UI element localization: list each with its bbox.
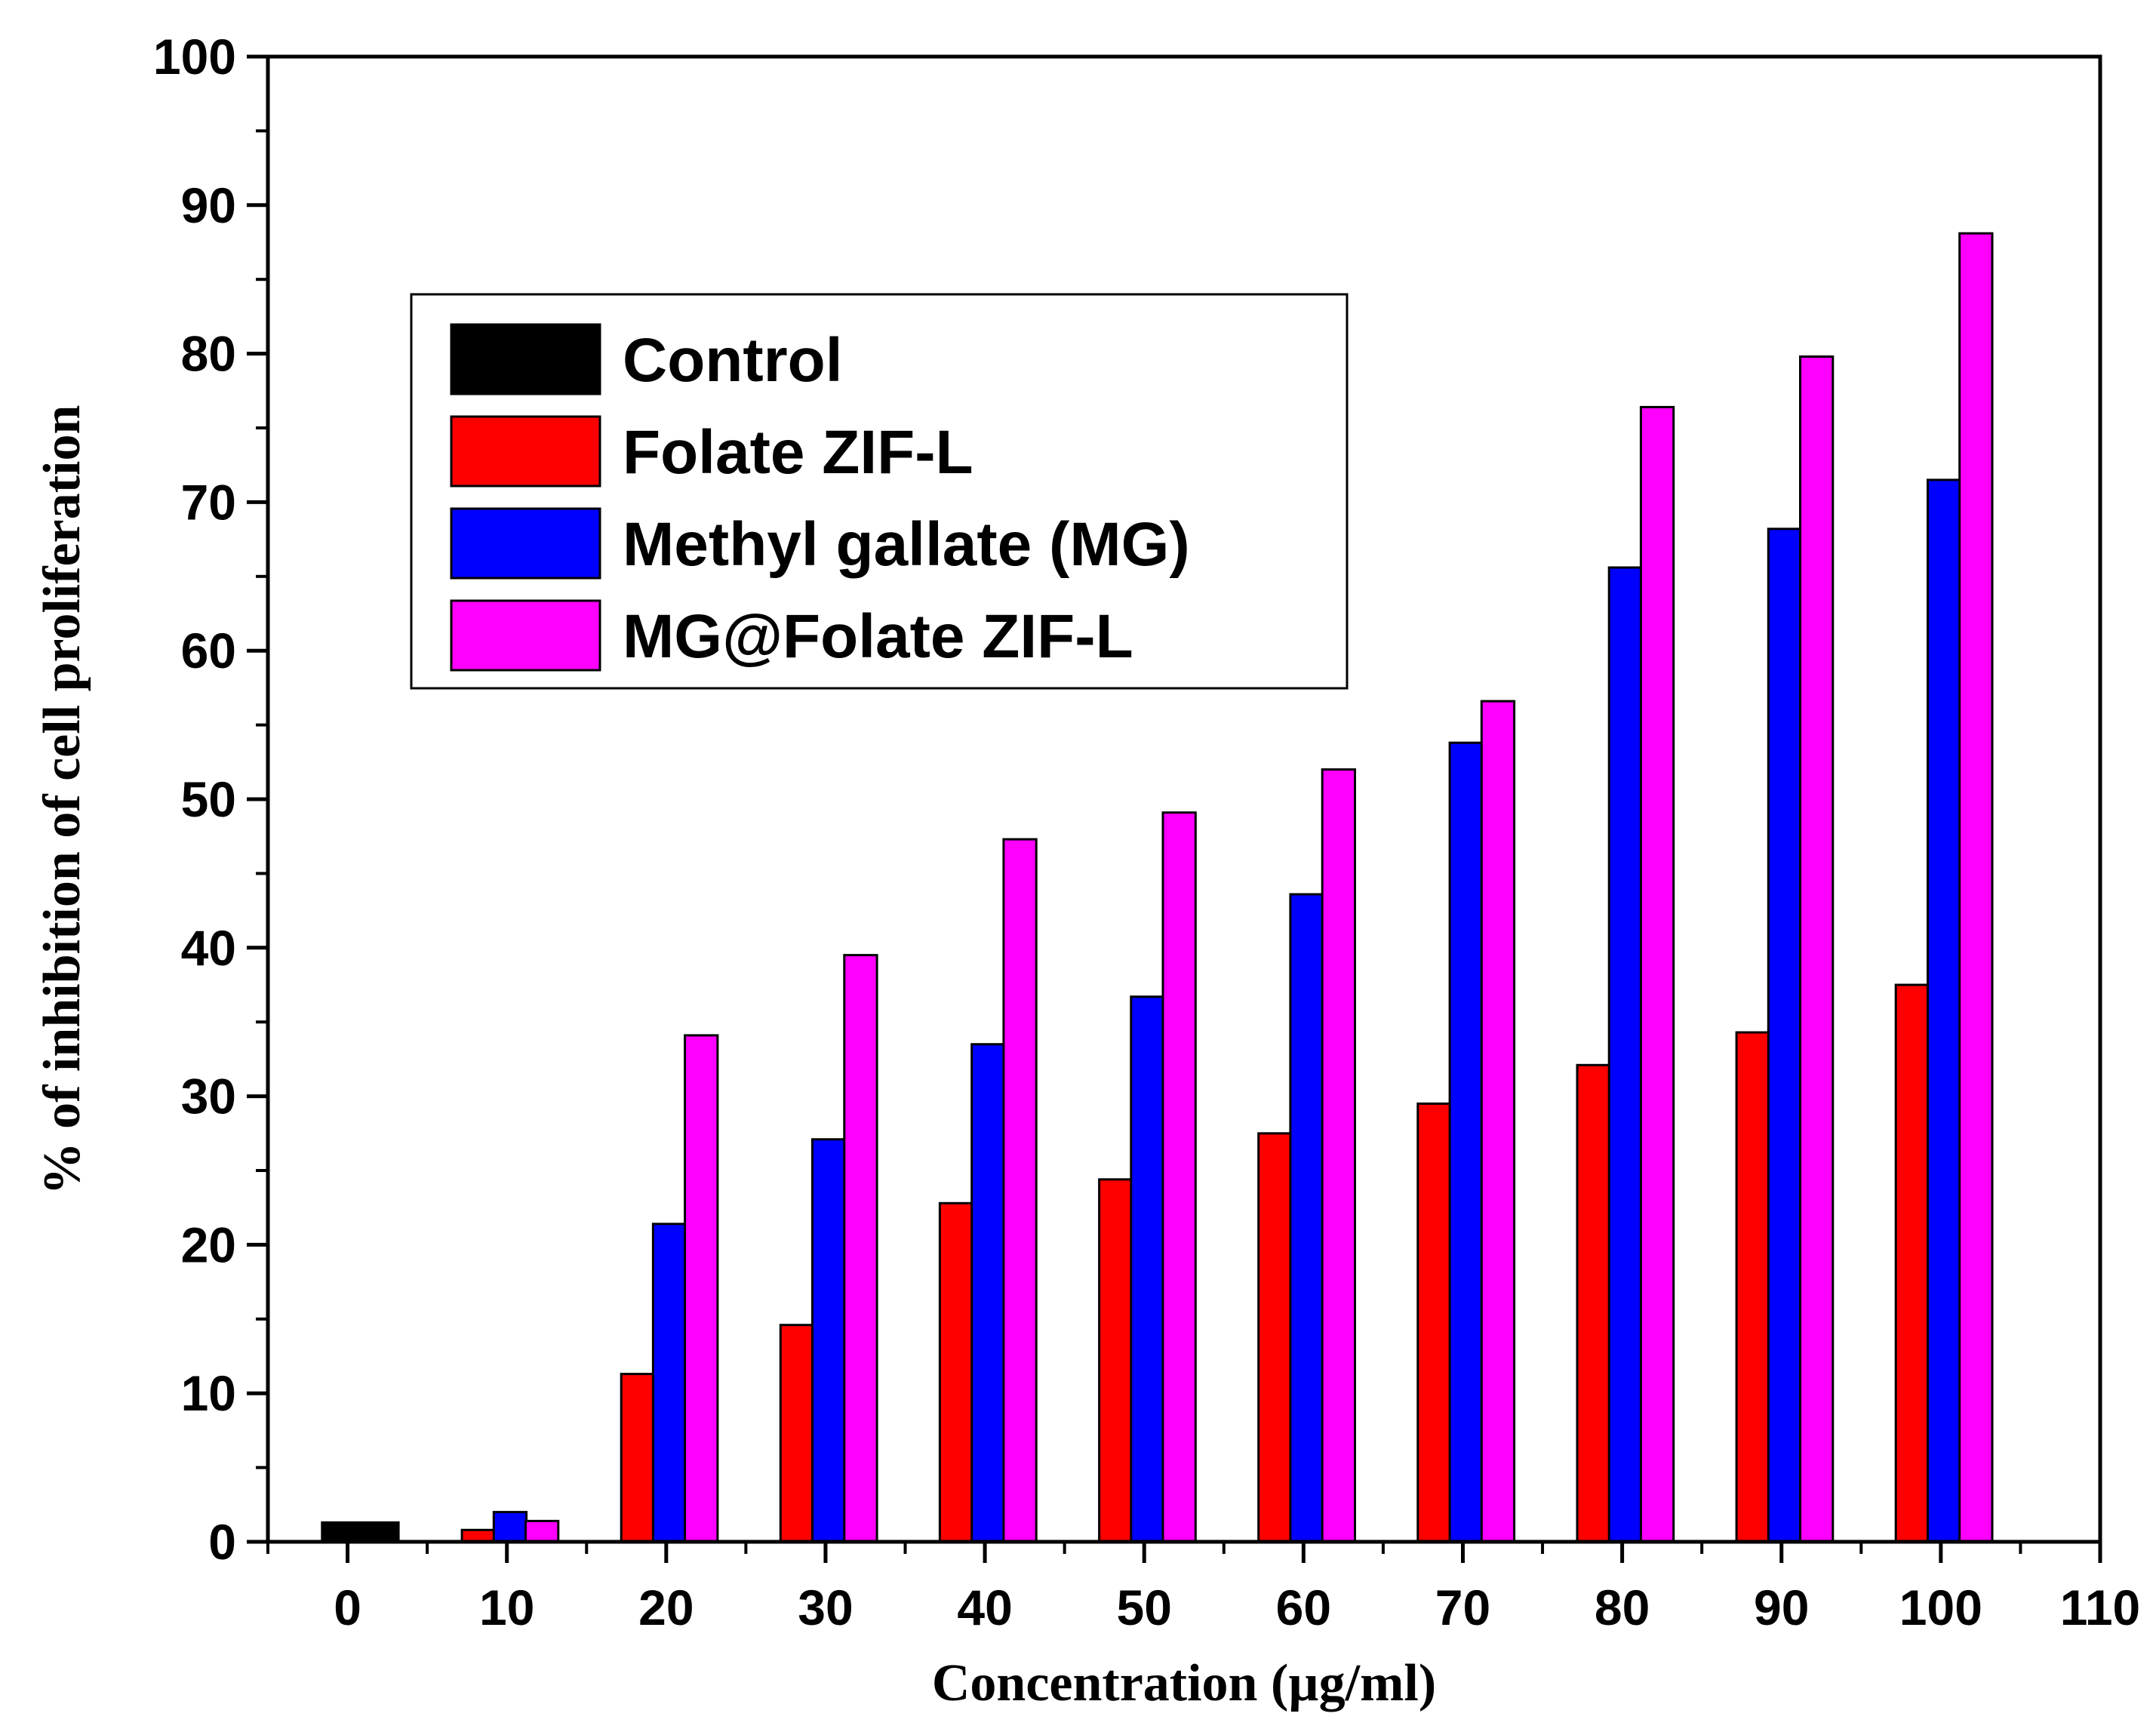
bar-mg-folate-zif-l-30 — [843, 954, 878, 1543]
bar-methyl-gallate-mg-30 — [811, 1138, 847, 1543]
bar-folate-zif-l-60 — [1257, 1132, 1293, 1543]
legend-label-3: MG@Folate ZIF-L — [623, 602, 1133, 671]
x-tick-label-100: 100 — [1899, 1580, 1982, 1635]
bar-mg-folate-zif-l-50 — [1161, 811, 1197, 1543]
x-tick-label-20: 20 — [638, 1580, 694, 1635]
y-tick-label-30: 30 — [181, 1069, 236, 1124]
x-tick-label-50: 50 — [1117, 1580, 1172, 1635]
bar-mg-folate-zif-l-60 — [1321, 768, 1356, 1543]
y-tick-label-100: 100 — [153, 29, 236, 85]
x-axis-title: Concentration (µg/ml) — [932, 1654, 1436, 1712]
y-tick-label-40: 40 — [181, 920, 236, 976]
x-tick-label-40: 40 — [957, 1580, 1012, 1635]
bar-folate-zif-l-70 — [1416, 1102, 1452, 1543]
bar-folate-zif-l-80 — [1576, 1063, 1611, 1543]
bar-mg-folate-zif-l-10 — [524, 1519, 560, 1543]
legend-label-2: Methyl gallate (MG) — [623, 510, 1190, 579]
bar-methyl-gallate-mg-90 — [1767, 528, 1803, 1543]
x-tick-label-90: 90 — [1754, 1580, 1809, 1635]
bar-methyl-gallate-mg-80 — [1607, 566, 1643, 1543]
x-tick-label-30: 30 — [798, 1580, 853, 1635]
bar-mg-folate-zif-l-20 — [684, 1034, 719, 1543]
x-tick-label-10: 10 — [479, 1580, 534, 1635]
bar-folate-zif-l-100 — [1894, 983, 1930, 1543]
y-tick-label-70: 70 — [181, 474, 236, 530]
bar-methyl-gallate-mg-50 — [1130, 995, 1165, 1543]
bar-mg-folate-zif-l-80 — [1639, 405, 1675, 1543]
legend-swatch-3 — [450, 599, 601, 672]
x-tick-label-70: 70 — [1435, 1580, 1490, 1635]
bar-methyl-gallate-mg-70 — [1448, 741, 1484, 1543]
bar-folate-zif-l-90 — [1735, 1031, 1770, 1543]
y-tick-label-60: 60 — [181, 623, 236, 678]
bar-mg-folate-zif-l-100 — [1958, 232, 1994, 1543]
x-tick-label-110: 110 — [2060, 1580, 2140, 1635]
bar-methyl-gallate-mg-10 — [492, 1511, 528, 1543]
bar-control-0 — [321, 1521, 400, 1543]
legend-swatch-1 — [450, 415, 601, 488]
bar-methyl-gallate-mg-40 — [970, 1043, 1006, 1543]
y-tick-label-10: 10 — [181, 1365, 236, 1421]
legend-label-1: Folate ZIF-L — [623, 418, 973, 487]
legend-swatch-0 — [450, 323, 601, 395]
x-tick-label-0: 0 — [334, 1580, 361, 1635]
legend-swatch-2 — [450, 507, 601, 580]
x-tick-label-60: 60 — [1276, 1580, 1331, 1635]
x-tick-label-80: 80 — [1595, 1580, 1650, 1635]
bar-methyl-gallate-mg-100 — [1927, 478, 1962, 1543]
y-tick-label-90: 90 — [181, 177, 236, 233]
bar-folate-zif-l-40 — [938, 1201, 974, 1543]
bar-mg-folate-zif-l-40 — [1002, 838, 1038, 1543]
y-tick-label-0: 0 — [208, 1514, 236, 1570]
y-tick-label-50: 50 — [181, 771, 236, 827]
y-tick-label-20: 20 — [181, 1217, 236, 1272]
y-axis-title: % of inhibition of cell proliferation — [33, 405, 91, 1195]
bar-methyl-gallate-mg-60 — [1289, 893, 1324, 1543]
bar-mg-folate-zif-l-70 — [1480, 700, 1516, 1543]
bar-folate-zif-l-30 — [779, 1324, 815, 1543]
legend-label-0: Control — [623, 326, 842, 395]
bar-methyl-gallate-mg-20 — [651, 1223, 687, 1543]
bar-folate-zif-l-50 — [1098, 1178, 1133, 1543]
y-tick-label-80: 80 — [181, 326, 236, 382]
bar-mg-folate-zif-l-90 — [1799, 355, 1835, 1543]
bar-folate-zif-l-20 — [620, 1373, 656, 1543]
